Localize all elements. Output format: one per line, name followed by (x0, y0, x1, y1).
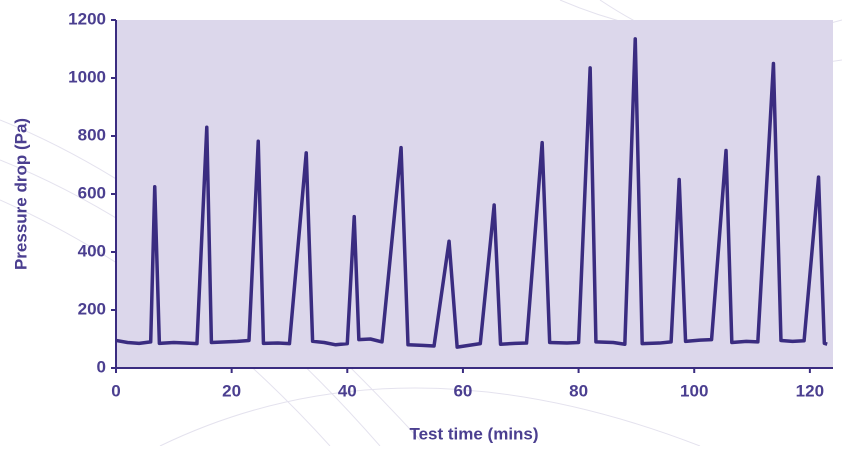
x-tick-label: 0 (111, 381, 120, 400)
x-tick-label: 100 (680, 381, 708, 400)
x-tick-label: 120 (796, 381, 824, 400)
y-tick-label: 600 (78, 183, 106, 202)
x-axis-title: Test time (mins) (409, 424, 538, 443)
y-tick-label: 0 (97, 357, 106, 376)
y-tick-label: 1200 (68, 9, 106, 28)
y-axis-title: Pressure drop (Pa) (11, 118, 30, 270)
y-tick-label: 200 (78, 299, 106, 318)
x-tick-label: 80 (569, 381, 588, 400)
line-series (115, 37, 828, 349)
x-tick-label: 20 (222, 381, 241, 400)
y-tick-label: 1000 (68, 67, 106, 86)
plot-area (116, 20, 833, 368)
x-tick-label: 60 (453, 381, 472, 400)
x-tick-label: 40 (338, 381, 357, 400)
y-tick-label: 400 (78, 241, 106, 260)
y-tick-label: 800 (78, 125, 106, 144)
